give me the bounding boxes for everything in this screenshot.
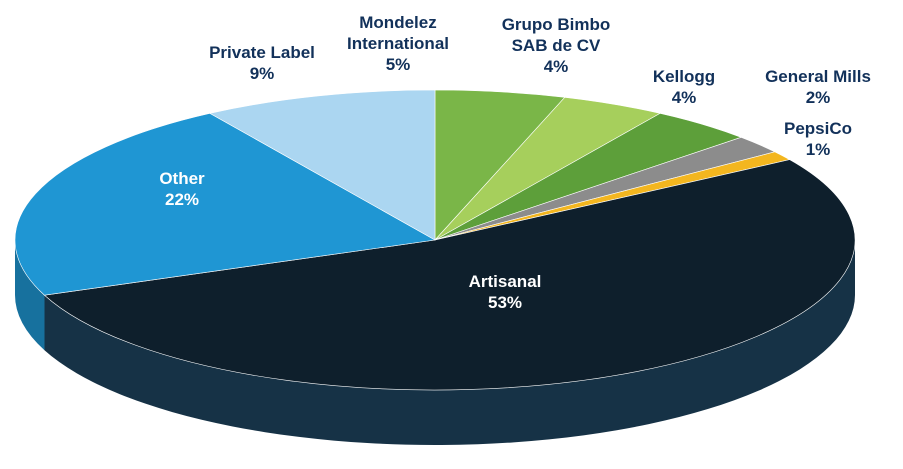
value-label: 2% — [805, 88, 831, 107]
slice-label: Private Label 9% — [182, 42, 342, 84]
slice-label: Mondelez International 5% — [333, 12, 463, 75]
category-name: Kellogg — [652, 67, 716, 86]
slice-label: General Mills 2% — [738, 66, 898, 108]
pie-slice — [14, 113, 436, 296]
value-label: 53% — [487, 293, 523, 312]
slice-label: PepsiCo 1% — [758, 118, 878, 160]
value-label: 5% — [385, 55, 411, 74]
pie-slice — [43, 159, 856, 391]
category-name: Artisanal — [468, 272, 542, 291]
value-label: 4% — [671, 88, 697, 107]
slice-label: Artisanal 53% — [435, 271, 575, 313]
value-label: 1% — [805, 140, 831, 159]
category-name: Private Label — [209, 43, 315, 62]
pie-side — [14, 240, 45, 351]
slice-label: Grupo Bimbo SAB de CV 4% — [496, 14, 616, 77]
slice-label: Kellogg 4% — [614, 66, 754, 108]
value-label: 22% — [164, 190, 200, 209]
category-name: Other — [159, 169, 205, 188]
slice-label: Other 22% — [122, 168, 242, 210]
category-name: Mondelez International — [346, 13, 449, 53]
category-name: Grupo Bimbo SAB de CV — [501, 15, 611, 55]
pie-slice — [209, 89, 436, 241]
category-name: PepsiCo — [783, 119, 853, 138]
pie-side — [44, 240, 856, 446]
value-label: 4% — [543, 57, 569, 76]
category-name: General Mills — [765, 67, 871, 86]
value-label: 9% — [249, 64, 275, 83]
